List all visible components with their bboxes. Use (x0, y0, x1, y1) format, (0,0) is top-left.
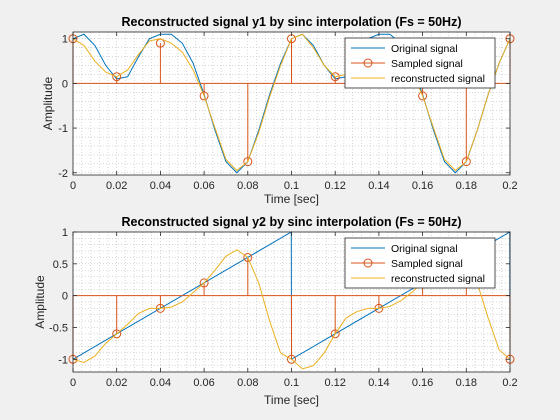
legend-label-original: Original signal (391, 243, 458, 255)
x-tick-label: 0.2 (502, 180, 517, 192)
ticks: 0 0.02 0.04 0.06 0.08 0.1 0.12 0.14 0.16 0.18 0.2 -… (49, 227, 518, 389)
x-tick-label: 0.06 (193, 377, 214, 389)
x-tick-label: 0.18 (456, 377, 477, 389)
y-axis-label: Amplitude (33, 275, 47, 329)
sample-point (199, 91, 209, 101)
x-tick-label: 0.2 (502, 377, 517, 389)
legend-label-reconstructed: reconstructed signal (391, 273, 485, 285)
y-tick-label: -1 (58, 123, 68, 135)
sample-point (287, 354, 296, 364)
x-tick-label: 0.12 (324, 377, 345, 389)
x-axis-label: Time [sec] (264, 192, 319, 206)
x-tick-label: 0.12 (324, 180, 345, 192)
sample-point (243, 157, 253, 167)
y-tick-label: -1 (58, 354, 68, 366)
sample-point (330, 329, 340, 339)
x-tick-label: 0.02 (106, 180, 127, 192)
ticks: 0 0.02 0.04 0.06 0.08 0.1 0.12 0.14 0.16 0.18 0.2 -… (58, 32, 518, 192)
grid (72, 32, 511, 175)
x-tick-label: 0.06 (193, 180, 214, 192)
subplot-y2: 0 0.02 0.04 0.06 0.08 0.1 0.12 0.14 0.16 0.18 0.2 -… (33, 215, 518, 407)
sample-point (112, 72, 122, 82)
legend-label-sampled: Sampled signal (391, 258, 463, 270)
x-tick-label: 0.04 (150, 180, 171, 192)
y-axis-label: Amplitude (41, 77, 55, 131)
x-tick-label: 0.08 (237, 180, 258, 192)
x-tick-label: 0.04 (150, 377, 171, 389)
y-tick-label: 0.5 (53, 259, 68, 271)
x-tick-label: 0.18 (456, 180, 477, 192)
x-tick-label: 0.14 (368, 377, 389, 389)
x-tick-label: 0.02 (106, 377, 127, 389)
sample-point (330, 72, 340, 82)
x-axis-label: Time [sec] (264, 393, 319, 407)
x-tick-label: 0.08 (237, 377, 258, 389)
x-tick-label: 0.16 (412, 180, 433, 192)
y-tick-label: -2 (58, 168, 68, 180)
x-tick-label: 0.16 (412, 377, 433, 389)
y-tick-label: 0 (62, 78, 68, 90)
reconstructed-signal-line (72, 33, 511, 172)
legend: Original signal Sampled signal reconstru… (344, 37, 496, 89)
chart-title: Reconstructed signal y2 by sinc interpol… (121, 215, 461, 229)
y-tick-label: -0.5 (49, 322, 68, 334)
legend: Original signal Sampled signal reconstru… (344, 237, 496, 289)
subplot-y1: 0 0.02 0.04 0.06 0.08 0.1 0.12 0.14 0.16 0.18 0.2 -… (41, 15, 518, 206)
x-tick-label: 0.1 (284, 377, 299, 389)
x-tick-label: 0 (70, 180, 76, 192)
x-tick-label: 0 (70, 377, 76, 389)
sample-point (112, 329, 122, 339)
legend-marker-sampled (363, 258, 373, 268)
sample-point (243, 252, 253, 262)
legend-label-reconstructed: reconstructed signal (391, 73, 485, 85)
x-tick-label: 0.1 (284, 180, 299, 192)
y-tick-label: 1 (62, 227, 68, 239)
sample-point (461, 157, 471, 167)
legend-label-original: Original signal (391, 43, 458, 55)
sample-point (199, 278, 209, 288)
chart-title: Reconstructed signal y1 by sinc interpol… (121, 15, 461, 29)
x-tick-label: 0.14 (368, 180, 389, 192)
sample-point (418, 91, 428, 101)
y-tick-label: 1 (62, 34, 68, 46)
y-tick-label: 0 (62, 291, 68, 303)
legend-label-sampled: Sampled signal (391, 58, 463, 70)
legend-marker-sampled (363, 58, 373, 68)
